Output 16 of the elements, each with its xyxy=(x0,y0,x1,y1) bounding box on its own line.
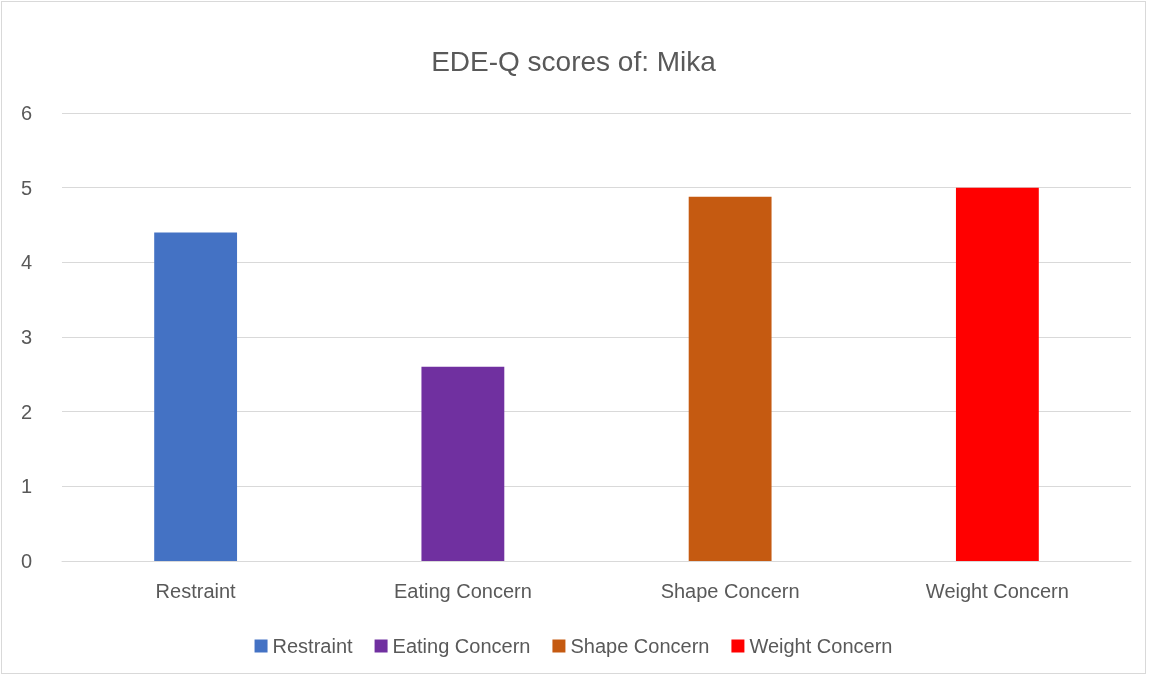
y-tick-label: 5 xyxy=(20,176,32,199)
legend-label: Weight Concern xyxy=(749,635,893,657)
y-tick-label: 0 xyxy=(20,550,32,572)
y-tick-label: 1 xyxy=(20,475,32,498)
x-tick-label: Shape Concern xyxy=(660,580,800,602)
x-tick-label: Weight Concern xyxy=(925,580,1069,602)
x-tick-label: Restraint xyxy=(155,580,237,602)
chart-title: EDE-Q scores of: Mika xyxy=(431,45,717,77)
y-tick-label: 2 xyxy=(20,400,32,423)
y-tick-label: 6 xyxy=(20,102,32,124)
legend-label: Restraint xyxy=(272,635,354,657)
legend-label: Shape Concern xyxy=(570,635,710,657)
y-tick-label: 3 xyxy=(20,326,32,348)
legend-label: Eating Concern xyxy=(392,635,531,657)
x-tick-label: Eating Concern xyxy=(393,580,532,602)
y-tick-label: 4 xyxy=(20,251,32,274)
